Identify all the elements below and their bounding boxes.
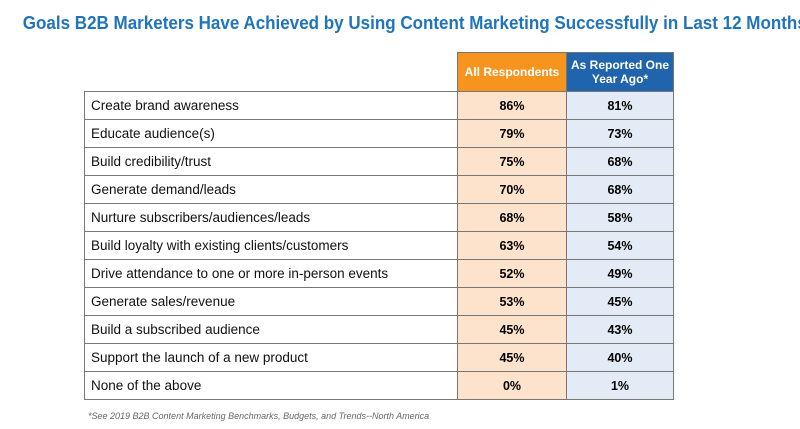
value-one-year-ago: 58% xyxy=(566,203,674,232)
value-all-respondents: 53% xyxy=(457,287,567,316)
row-label: Build credibility/trust xyxy=(84,147,458,176)
table-row: Build loyalty with existing clients/cust… xyxy=(84,231,674,260)
value-one-year-ago: 54% xyxy=(566,231,674,260)
value-one-year-ago: 81% xyxy=(566,91,674,120)
value-one-year-ago: 73% xyxy=(566,119,674,148)
row-label: Build loyalty with existing clients/cust… xyxy=(84,231,458,260)
row-label: Drive attendance to one or more in-perso… xyxy=(84,259,458,288)
footnote: *See 2019 B2B Content Marketing Benchmar… xyxy=(88,411,430,421)
table-row: Support the launch of a new product 45% 40… xyxy=(84,343,674,372)
value-one-year-ago: 45% xyxy=(566,287,674,316)
value-all-respondents: 70% xyxy=(457,175,567,204)
value-all-respondents: 0% xyxy=(457,371,567,400)
table-row: None of the above 0% 1% xyxy=(84,371,674,400)
row-label: Generate demand/leads xyxy=(84,175,458,204)
table-row: Generate demand/leads 70% 68% xyxy=(84,175,674,204)
value-all-respondents: 75% xyxy=(457,147,567,176)
value-all-respondents: 45% xyxy=(457,343,567,372)
table-row: Generate sales/revenue 53% 45% xyxy=(84,287,674,316)
row-label: None of the above xyxy=(84,371,458,400)
header-row: All Respondents As Reported One Year Ago… xyxy=(84,52,674,92)
row-label: Nurture subscribers/audiences/leads xyxy=(84,203,458,232)
row-label: Build a subscribed audience xyxy=(84,315,458,344)
table-row: Nurture subscribers/audiences/leads 68% 58… xyxy=(84,203,674,232)
value-one-year-ago: 40% xyxy=(566,343,674,372)
value-one-year-ago: 43% xyxy=(566,315,674,344)
goals-table: All Respondents As Reported One Year Ago… xyxy=(84,52,674,400)
value-all-respondents: 68% xyxy=(457,203,567,232)
row-label: Generate sales/revenue xyxy=(84,287,458,316)
table-row: Educate audience(s) 79% 73% xyxy=(84,119,674,148)
value-all-respondents: 79% xyxy=(457,119,567,148)
header-all-respondents: All Respondents xyxy=(457,52,567,92)
value-one-year-ago: 68% xyxy=(566,147,674,176)
header-one-year-ago: As Reported One Year Ago* xyxy=(566,52,674,92)
row-label: Educate audience(s) xyxy=(84,119,458,148)
row-label: Create brand awareness xyxy=(84,91,458,120)
value-all-respondents: 52% xyxy=(457,259,567,288)
value-all-respondents: 63% xyxy=(457,231,567,260)
row-label: Support the launch of a new product xyxy=(84,343,458,372)
table-row: Drive attendance to one or more in-perso… xyxy=(84,259,674,288)
value-one-year-ago: 49% xyxy=(566,259,674,288)
table-row: Create brand awareness 86% 81% xyxy=(84,91,674,120)
value-all-respondents: 86% xyxy=(457,91,567,120)
header-blank xyxy=(84,52,458,92)
table-row: Build a subscribed audience 45% 43% xyxy=(84,315,674,344)
chart-title-container: Goals B2B Marketers Have Achieved by Usi… xyxy=(0,12,800,36)
table-row: Build credibility/trust 75% 68% xyxy=(84,147,674,176)
value-one-year-ago: 68% xyxy=(566,175,674,204)
value-all-respondents: 45% xyxy=(457,315,567,344)
value-one-year-ago: 1% xyxy=(566,371,674,400)
chart-title: Goals B2B Marketers Have Achieved by Usi… xyxy=(22,13,800,33)
